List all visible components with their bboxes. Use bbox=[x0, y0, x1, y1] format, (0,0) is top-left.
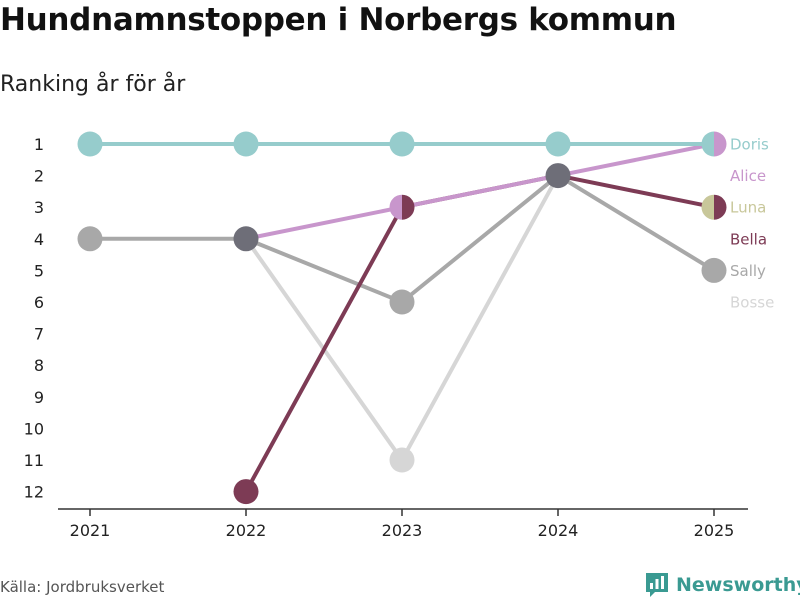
data-point bbox=[233, 226, 259, 252]
data-point-left-half bbox=[701, 131, 714, 157]
y-tick-label: 8 bbox=[34, 356, 44, 375]
data-point-right-half bbox=[402, 194, 415, 220]
data-point-left-half bbox=[701, 194, 714, 220]
y-tick-label: 2 bbox=[34, 167, 44, 186]
series-line-sally bbox=[88, 173, 716, 304]
data-point bbox=[233, 479, 259, 505]
y-tick-label: 1 bbox=[34, 135, 44, 154]
x-tick-label: 2025 bbox=[694, 521, 735, 540]
y-tick-label: 3 bbox=[34, 198, 44, 217]
data-point-right-half bbox=[714, 131, 727, 157]
y-tick-label: 12 bbox=[24, 483, 44, 502]
series-label-bosse: Bosse bbox=[730, 294, 774, 312]
data-point bbox=[77, 131, 103, 157]
series-label-sally: Sally bbox=[730, 262, 766, 280]
data-point-right-half bbox=[714, 194, 727, 220]
y-tick-label: 4 bbox=[34, 230, 44, 249]
series-label-bella: Bella bbox=[730, 230, 767, 248]
data-point-left-half bbox=[389, 194, 402, 220]
y-tick-label: 10 bbox=[24, 419, 44, 438]
x-tick-label: 2024 bbox=[538, 521, 579, 540]
data-point bbox=[233, 131, 259, 157]
data-point bbox=[545, 163, 571, 189]
y-tick-label: 6 bbox=[34, 293, 44, 312]
data-point bbox=[77, 226, 103, 252]
series-label-luna: Luna bbox=[730, 199, 766, 217]
newsworthy-chart-icon bbox=[646, 573, 668, 597]
brand-name: Newsworthy bbox=[676, 574, 800, 596]
series-label-alice: Alice bbox=[730, 167, 766, 185]
data-point bbox=[701, 257, 727, 283]
data-point bbox=[389, 447, 415, 473]
chart-subtitle: Ranking år för år bbox=[0, 72, 186, 97]
y-tick-label: 9 bbox=[34, 388, 44, 407]
data-point bbox=[545, 131, 571, 157]
y-tick-label: 11 bbox=[24, 451, 44, 470]
x-tick-label: 2021 bbox=[70, 521, 111, 540]
data-point bbox=[389, 289, 415, 315]
series-label-doris: Doris bbox=[730, 136, 769, 154]
chart-title: Hundnamnstoppen i Norbergs kommun bbox=[0, 2, 677, 38]
series-line-alice bbox=[244, 142, 716, 241]
x-tick-label: 2023 bbox=[382, 521, 423, 540]
y-tick-label: 7 bbox=[34, 325, 44, 344]
y-tick-label: 5 bbox=[34, 261, 44, 280]
source-note: Källa: Jordbruksverket bbox=[0, 578, 165, 596]
x-tick-label: 2022 bbox=[226, 521, 267, 540]
brand-logo: Newsworthy bbox=[644, 570, 800, 600]
data-point bbox=[389, 131, 415, 157]
